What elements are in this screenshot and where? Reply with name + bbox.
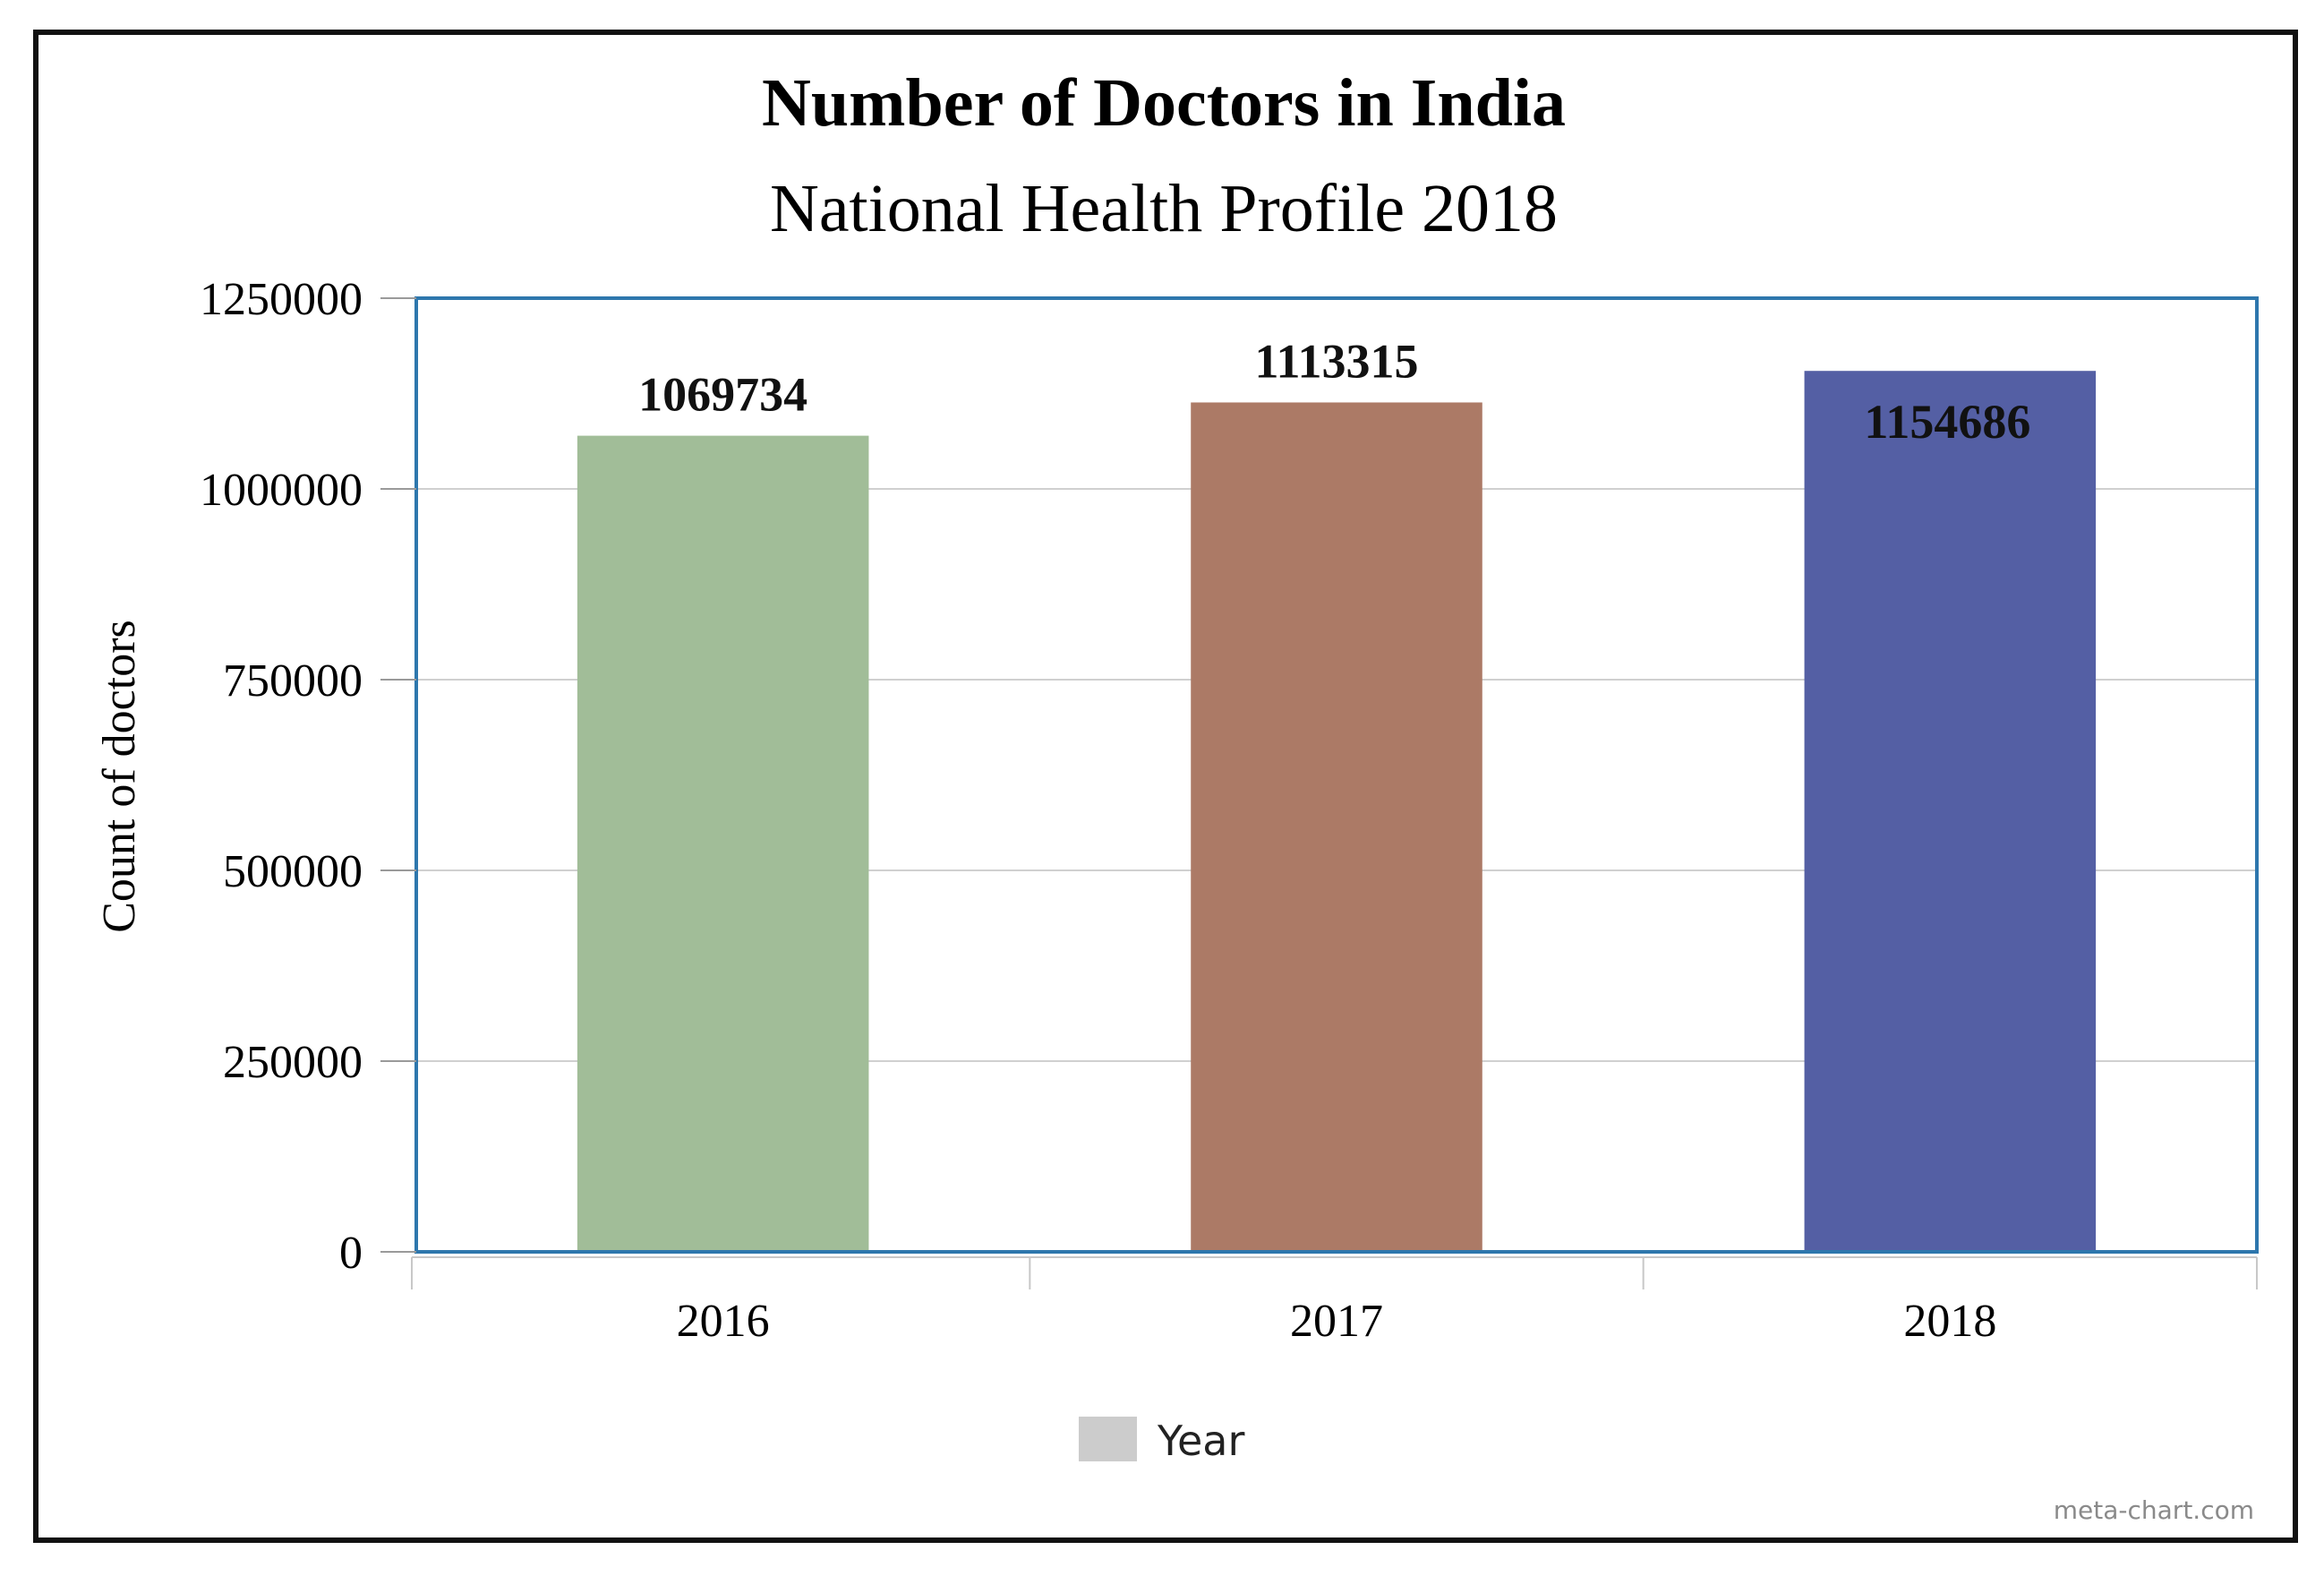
x-tick-label: 2017 [1290, 1296, 1383, 1347]
bar-2017 [1191, 402, 1482, 1252]
x-tick-label: 2016 [677, 1296, 770, 1347]
bar-2016 [577, 435, 869, 1252]
x-axis: 2016 2017 2018 [411, 1256, 2258, 1347]
y-tick-label: 1250000 [200, 274, 363, 325]
y-tick-label: 750000 [223, 655, 363, 707]
y-axis-ticks: 0 250000 500000 750000 1000000 1250000 [200, 274, 416, 1279]
data-label-2018: 1154686 [1864, 395, 2030, 449]
data-label-2017: 1113315 [1254, 334, 1418, 388]
y-tick-label: 1000000 [200, 465, 363, 516]
x-tick-label: 2018 [1903, 1296, 1996, 1347]
bars [577, 371, 2097, 1252]
plot-area-border [414, 296, 2259, 1254]
chart-title: Number of Doctors in India [762, 65, 1566, 141]
y-tick-label: 500000 [223, 846, 363, 897]
y-axis-label: Count of doctors [94, 620, 145, 933]
y-tick-label: 250000 [223, 1037, 363, 1088]
data-labels: 1069734 1113315 1154686 [638, 334, 2030, 449]
legend: Year [1079, 1417, 1244, 1465]
legend-swatch-year [1079, 1417, 1137, 1461]
chart-subtitle: National Health Profile 2018 [770, 171, 1558, 246]
bar-2018 [1804, 371, 2097, 1252]
chart-credit: meta-chart.com [2054, 1495, 2254, 1525]
y-tick-label: 0 [339, 1228, 363, 1279]
data-label-2016: 1069734 [638, 368, 807, 422]
legend-label-year: Year [1157, 1417, 1244, 1465]
